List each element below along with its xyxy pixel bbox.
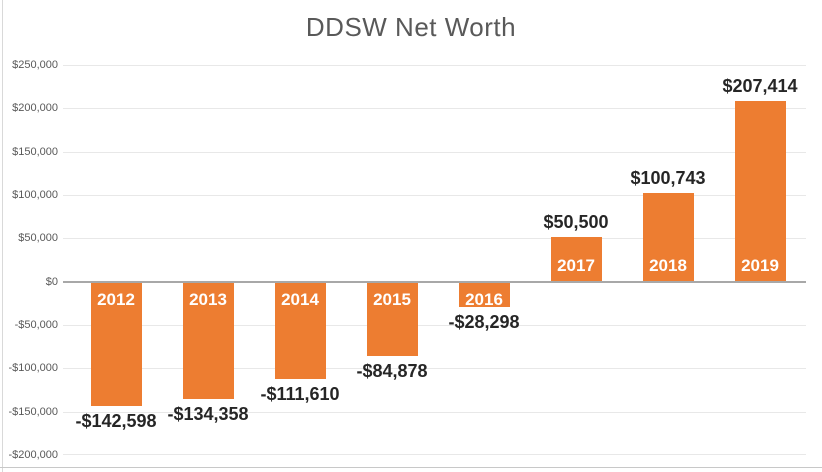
bar-year-label: 2015 (373, 289, 411, 309)
gridline (63, 65, 806, 66)
y-axis-label: $200,000 (12, 102, 58, 115)
bar-value-label: -$142,598 (75, 411, 157, 432)
bar-year-label: 2018 (649, 255, 687, 275)
bar-2016[interactable]: 2016 (458, 282, 510, 308)
bar-2017[interactable]: 2017 (550, 236, 602, 281)
bar-value-label: $100,743 (630, 168, 706, 189)
gridline (63, 238, 806, 240)
gridline (63, 108, 806, 110)
y-axis-label: -$150,000 (8, 405, 58, 418)
bar-slot-2014: 2014 -$111,610 (254, 65, 346, 455)
gridline (63, 195, 806, 196)
bar-year-label: 2019 (741, 255, 779, 275)
bar-2018[interactable]: 2018 (642, 193, 694, 281)
bar-2015[interactable]: 2015 (366, 282, 418, 357)
bar-slot-2016: 2016 -$28,298 (438, 65, 530, 455)
y-axis-label: -$200,000 (8, 449, 58, 461)
bar-year-label: 2013 (189, 289, 227, 309)
bar-2019[interactable]: 2019 (734, 100, 786, 281)
bar-slot-2018: 2018 $100,743 (622, 65, 714, 455)
bar-value-label: $207,414 (722, 75, 798, 96)
y-axis-label: -$50,000 (14, 319, 58, 331)
bar-value-label: -$134,358 (167, 404, 249, 425)
bar-2014[interactable]: 2014 (274, 282, 326, 380)
chart-title: DDSW Net Worth (305, 12, 517, 42)
chart-border-left (2, 0, 3, 472)
gridline (63, 368, 806, 370)
gridline (63, 454, 806, 455)
x-axis-zero-line (63, 280, 806, 283)
y-axis-label: $250,000 (12, 59, 58, 71)
y-axis-label: $150,000 (12, 145, 58, 158)
y-axis-label: $0 (45, 275, 58, 288)
y-axis-label: -$100,000 (8, 362, 58, 375)
bar-value-label: -$111,610 (260, 384, 340, 405)
gridline (63, 325, 806, 326)
bar-2013[interactable]: 2013 (182, 282, 234, 400)
bar-slot-2017: 2017 $50,500 (530, 65, 622, 455)
bar-value-label: $50,500 (543, 211, 609, 232)
bar-value-label: -$28,298 (448, 312, 520, 333)
bar-year-label: 2017 (557, 255, 595, 275)
plot-area (63, 65, 806, 455)
bar-slot-2019: 2019 $207,414 (714, 65, 806, 455)
bar-value-label: -$84,878 (356, 361, 428, 382)
bar-slot-2013: 2013 -$134,358 (162, 65, 254, 455)
bar-year-label: 2014 (281, 289, 319, 309)
y-axis-label: $50,000 (18, 232, 58, 245)
bar-slot-2015: 2015 -$84,878 (346, 65, 438, 455)
gridline (63, 151, 806, 153)
bar-year-label: 2012 (97, 289, 135, 309)
bar-2012[interactable]: 2012 (90, 282, 142, 407)
bar-slot-2012: 2012 -$142,598 (70, 65, 162, 455)
bar-year-label: 2016 (465, 289, 503, 308)
gridline (63, 411, 806, 413)
y-axis-label: $100,000 (12, 189, 58, 201)
chart-border-bottom (0, 467, 822, 468)
